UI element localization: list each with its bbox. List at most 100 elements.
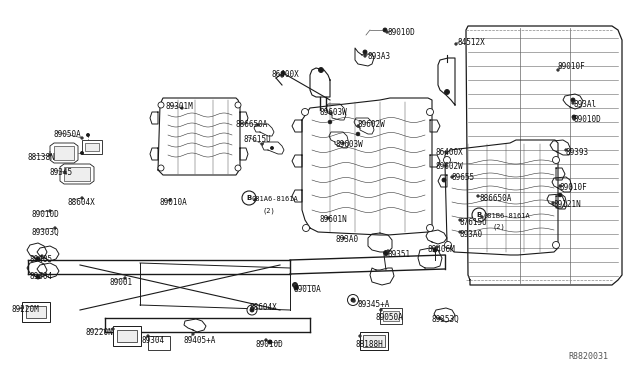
- Circle shape: [383, 250, 388, 256]
- Text: 89405: 89405: [30, 255, 53, 264]
- Circle shape: [439, 317, 441, 319]
- Circle shape: [301, 109, 308, 115]
- Bar: [82, 140, 102, 154]
- Circle shape: [348, 295, 358, 305]
- Bar: [383, 311, 399, 321]
- Circle shape: [251, 307, 253, 309]
- Text: 886650A: 886650A: [236, 120, 268, 129]
- Text: 89602W: 89602W: [436, 162, 464, 171]
- Text: 89601N: 89601N: [320, 215, 348, 224]
- Text: 89220N: 89220N: [85, 328, 113, 337]
- Text: (2): (2): [262, 207, 275, 214]
- Circle shape: [292, 282, 298, 288]
- Circle shape: [426, 109, 433, 115]
- Circle shape: [81, 197, 83, 199]
- Text: 89304: 89304: [30, 272, 53, 281]
- Text: 89351: 89351: [388, 250, 411, 259]
- Circle shape: [353, 300, 355, 302]
- Text: 89050A: 89050A: [54, 130, 82, 139]
- Text: 88138N: 88138N: [28, 153, 56, 162]
- Circle shape: [445, 90, 449, 94]
- Circle shape: [356, 132, 360, 136]
- Circle shape: [86, 134, 90, 137]
- Text: 87615U: 87615U: [460, 218, 488, 227]
- Text: 89603W: 89603W: [335, 140, 363, 149]
- Text: 893A0: 893A0: [460, 230, 483, 239]
- Text: 89353Q: 89353Q: [431, 315, 459, 324]
- Circle shape: [124, 277, 126, 279]
- Circle shape: [49, 210, 51, 212]
- Circle shape: [477, 195, 479, 197]
- Text: 89301M: 89301M: [165, 102, 193, 111]
- Circle shape: [436, 246, 438, 248]
- Circle shape: [387, 250, 389, 252]
- Bar: [113, 326, 141, 346]
- Circle shape: [327, 217, 329, 219]
- Text: 89655: 89655: [452, 173, 475, 182]
- Text: 89220M: 89220M: [12, 305, 40, 314]
- Circle shape: [383, 28, 387, 32]
- Text: 89010A: 89010A: [159, 198, 187, 207]
- Bar: [22, 302, 50, 322]
- Circle shape: [481, 216, 483, 218]
- Circle shape: [181, 107, 183, 109]
- Bar: [85, 143, 99, 151]
- Circle shape: [363, 50, 367, 54]
- Circle shape: [343, 237, 345, 239]
- Circle shape: [158, 165, 164, 171]
- Text: 893A0: 893A0: [336, 235, 359, 244]
- Circle shape: [281, 75, 283, 77]
- Text: 89010D: 89010D: [256, 340, 284, 349]
- Circle shape: [445, 241, 451, 248]
- Circle shape: [257, 124, 259, 126]
- Text: 89345: 89345: [50, 168, 73, 177]
- Text: 081B6-8161A: 081B6-8161A: [483, 213, 530, 219]
- Circle shape: [294, 284, 296, 286]
- Circle shape: [572, 115, 576, 119]
- Circle shape: [81, 137, 83, 139]
- Circle shape: [451, 176, 453, 178]
- Text: (2): (2): [493, 224, 506, 231]
- Text: 89010A: 89010A: [294, 285, 322, 294]
- Circle shape: [351, 298, 355, 302]
- Text: 89603W: 89603W: [320, 108, 348, 117]
- Circle shape: [445, 151, 447, 153]
- Circle shape: [364, 55, 366, 57]
- Circle shape: [158, 102, 164, 108]
- Circle shape: [54, 227, 56, 229]
- Text: 88188H: 88188H: [355, 340, 383, 349]
- Text: 89303Q: 89303Q: [32, 228, 60, 237]
- Circle shape: [41, 273, 44, 275]
- Circle shape: [559, 185, 561, 187]
- Text: 89406M: 89406M: [427, 245, 455, 254]
- Circle shape: [433, 248, 437, 252]
- Bar: [148, 336, 170, 350]
- Text: 893A3: 893A3: [367, 52, 390, 61]
- Circle shape: [459, 231, 461, 233]
- Bar: [363, 335, 385, 347]
- Circle shape: [294, 286, 298, 290]
- Circle shape: [247, 305, 257, 315]
- Text: 89602W: 89602W: [358, 120, 386, 129]
- Text: 88604X: 88604X: [249, 303, 276, 312]
- Text: 89405+A: 89405+A: [184, 336, 216, 345]
- Text: 893Al: 893Al: [573, 100, 596, 109]
- Circle shape: [573, 118, 575, 120]
- Circle shape: [49, 154, 51, 156]
- Text: R8820031: R8820031: [568, 352, 608, 361]
- Circle shape: [112, 328, 114, 330]
- Circle shape: [445, 165, 447, 167]
- Circle shape: [271, 147, 273, 150]
- Text: 89304: 89304: [141, 336, 164, 345]
- Circle shape: [330, 112, 332, 114]
- Bar: [360, 332, 388, 350]
- Text: 89010D: 89010D: [574, 115, 602, 124]
- Circle shape: [444, 157, 451, 164]
- Text: 89010F: 89010F: [558, 62, 586, 71]
- Text: 89010D: 89010D: [388, 28, 416, 37]
- Circle shape: [426, 224, 433, 231]
- Text: 84512X: 84512X: [458, 38, 486, 47]
- Text: 89010D: 89010D: [32, 210, 60, 219]
- Circle shape: [235, 165, 241, 171]
- Circle shape: [552, 157, 559, 164]
